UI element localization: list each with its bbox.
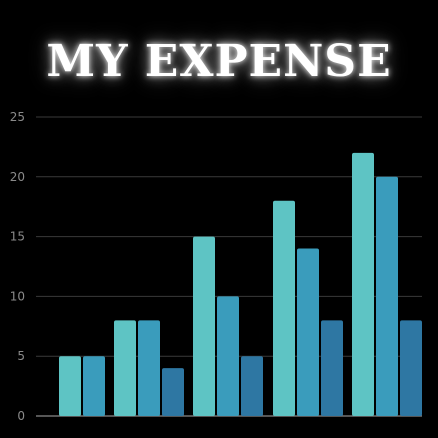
bar-group-3-series-1 bbox=[193, 236, 215, 416]
bar-group-4-series-2 bbox=[297, 248, 319, 416]
bar-group-1-series-2 bbox=[83, 356, 105, 416]
chart-title: MY EXPENSE bbox=[46, 36, 392, 87]
y-tick-label: 20 bbox=[10, 170, 25, 184]
bar-group-4-series-1 bbox=[273, 200, 295, 416]
y-tick-label: 25 bbox=[10, 110, 25, 124]
bar-group-3-series-3 bbox=[241, 356, 263, 416]
y-tick-label: 10 bbox=[10, 289, 25, 303]
bar-group-2-series-1 bbox=[114, 320, 136, 416]
bar-group-3-series-2 bbox=[217, 296, 239, 416]
bar-group-4-series-3 bbox=[321, 320, 343, 416]
bar-group-2-series-2 bbox=[138, 320, 160, 416]
bar-group-5-series-3 bbox=[400, 320, 422, 416]
y-tick-label: 15 bbox=[10, 230, 25, 244]
y-tick-label: 0 bbox=[17, 409, 25, 423]
bar-group-5-series-1 bbox=[352, 152, 374, 416]
bar-group-2-series-3 bbox=[162, 368, 184, 416]
bar-group-5-series-2 bbox=[376, 176, 398, 416]
y-tick-label: 5 bbox=[17, 349, 25, 363]
bar-group-1-series-1 bbox=[59, 356, 81, 416]
y-tick-labels: 0 5 10 15 20 25 bbox=[10, 110, 25, 423]
bars bbox=[59, 152, 422, 416]
